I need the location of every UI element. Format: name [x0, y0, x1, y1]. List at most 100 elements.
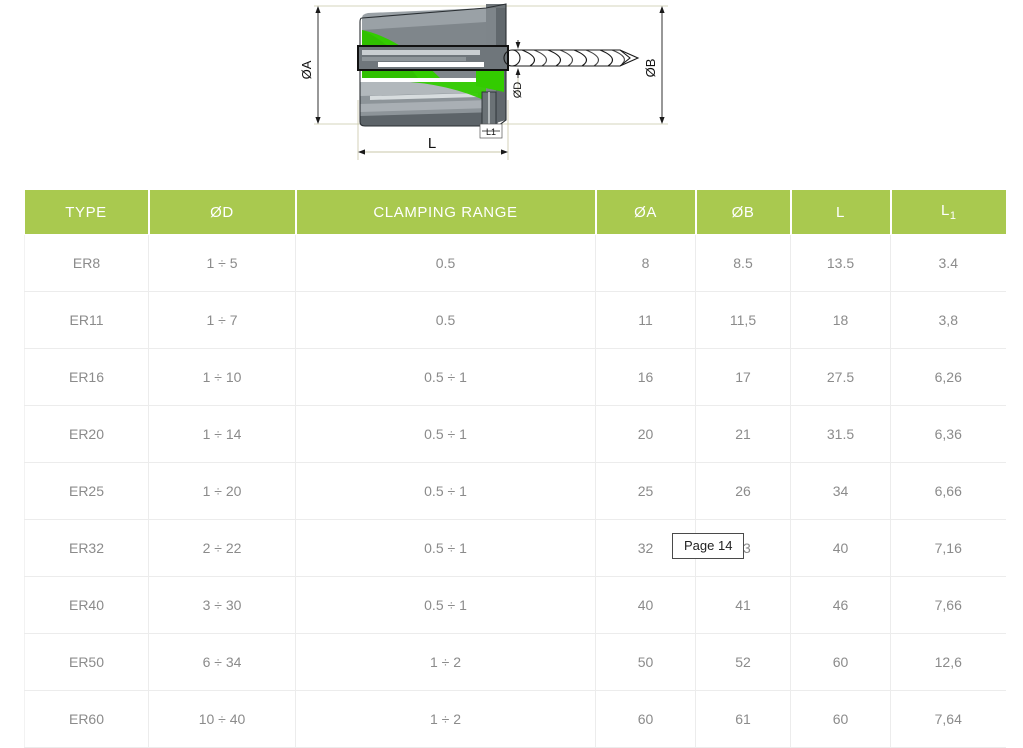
- collet-specification-table-container: TYPE ØD CLAMPING RANGE ØA ØB L L1 ER8 1 ÷…: [24, 190, 1006, 748]
- cell-length: 60: [790, 690, 891, 748]
- cell-diameter-b: 52: [695, 633, 791, 691]
- cell-diameter-a: 8: [595, 234, 696, 292]
- cell-type: ER20: [24, 405, 149, 463]
- cell-length-1: 7,64: [890, 690, 1006, 748]
- dimension-diameter-b: ØB: [643, 6, 665, 124]
- cell-diameter-d: 1 ÷ 14: [148, 405, 296, 463]
- cell-diameter-a: 25: [595, 462, 696, 520]
- cell-diameter-b: 21: [695, 405, 791, 463]
- cell-diameter-a: 11: [595, 291, 696, 349]
- cell-diameter-b: 61: [695, 690, 791, 748]
- cell-length-1: 6,26: [890, 348, 1006, 406]
- collet-specification-table: TYPE ØD CLAMPING RANGE ØA ØB L L1 ER8 1 ÷…: [24, 190, 1006, 748]
- cell-diameter-a: 16: [595, 348, 696, 406]
- cell-length: 18: [790, 291, 891, 349]
- cell-clamping-range: 0.5: [295, 291, 596, 349]
- cell-diameter-d: 2 ÷ 22: [148, 519, 296, 577]
- table-row[interactable]: ER8 1 ÷ 5 0.5 8 8.5 13.5 3.4: [24, 234, 1006, 292]
- cell-length: 60: [790, 633, 891, 691]
- cell-type: ER32: [24, 519, 149, 577]
- label-diameter-d: ØD: [512, 82, 524, 99]
- cell-diameter-b: 41: [695, 576, 791, 634]
- cell-diameter-b: 11,5: [695, 291, 791, 349]
- cell-length: 31.5: [790, 405, 891, 463]
- cell-diameter-d: 10 ÷ 40: [148, 690, 296, 748]
- cell-diameter-d: 1 ÷ 5: [148, 234, 296, 292]
- table-header: TYPE ØD CLAMPING RANGE ØA ØB L L1: [24, 190, 1006, 235]
- column-header-length-1[interactable]: L1: [890, 190, 1006, 235]
- cell-length-1: 3.4: [890, 234, 1006, 292]
- detail-l1-collar: [481, 91, 497, 127]
- table-row[interactable]: ER50 6 ÷ 34 1 ÷ 2 50 52 60 12,6: [24, 633, 1006, 691]
- cell-diameter-a: 60: [595, 690, 696, 748]
- cell-diameter-d: 1 ÷ 20: [148, 462, 296, 520]
- table-header-row: TYPE ØD CLAMPING RANGE ØA ØB L L1: [24, 190, 1006, 235]
- cell-length: 27.5: [790, 348, 891, 406]
- column-header-length[interactable]: L: [790, 190, 892, 235]
- cell-type: ER8: [24, 234, 149, 292]
- cell-diameter-a: 50: [595, 633, 696, 691]
- cell-diameter-b: 17: [695, 348, 791, 406]
- cell-type: ER40: [24, 576, 149, 634]
- cell-length: 46: [790, 576, 891, 634]
- twist-drill-bit: [503, 49, 640, 67]
- cell-type: ER16: [24, 348, 149, 406]
- cell-length-1: 6,36: [890, 405, 1006, 463]
- table-row[interactable]: ER40 3 ÷ 30 0.5 ÷ 1 40 41 46 7,66: [24, 576, 1006, 634]
- label-diameter-a: ØA: [299, 60, 314, 79]
- dimension-length: L: [358, 135, 508, 155]
- cell-diameter-b: 26: [695, 462, 791, 520]
- cell-clamping-range: 1 ÷ 2: [295, 633, 596, 691]
- cell-length-1: 7,16: [890, 519, 1006, 577]
- cell-length-1: 3,8: [890, 291, 1006, 349]
- cell-clamping-range: 0.5 ÷ 1: [295, 519, 596, 577]
- cell-diameter-d: 1 ÷ 10: [148, 348, 296, 406]
- cell-length: 40: [790, 519, 891, 577]
- cell-clamping-range: 1 ÷ 2: [295, 690, 596, 748]
- cell-diameter-d: 6 ÷ 34: [148, 633, 296, 691]
- cell-diameter-a: 20: [595, 405, 696, 463]
- column-header-diameter-d[interactable]: ØD: [148, 190, 297, 235]
- label-diameter-b: ØB: [643, 59, 658, 78]
- table-row[interactable]: ER11 1 ÷ 7 0.5 11 11,5 18 3,8: [24, 291, 1006, 349]
- cell-diameter-a: 40: [595, 576, 696, 634]
- table-body: ER8 1 ÷ 5 0.5 8 8.5 13.5 3.4 ER11 1 ÷ 7 0.5 11 11,5…: [24, 234, 1006, 748]
- cell-length-1: 12,6: [890, 633, 1006, 691]
- cell-length: 34: [790, 462, 891, 520]
- table-row[interactable]: ER25 1 ÷ 20 0.5 ÷ 1 25 26 34 6,66: [24, 462, 1006, 520]
- cell-clamping-range: 0.5: [295, 234, 596, 292]
- column-header-diameter-b[interactable]: ØB: [695, 190, 792, 235]
- column-header-length-1-base: L: [940, 202, 950, 219]
- cell-clamping-range: 0.5 ÷ 1: [295, 348, 596, 406]
- cell-diameter-d: 1 ÷ 7: [148, 291, 296, 349]
- table-row[interactable]: ER16 1 ÷ 10 0.5 ÷ 1 16 17 27.5 6,26: [24, 348, 1006, 406]
- dimension-diameter-a: ØA: [299, 6, 321, 124]
- cell-clamping-range: 0.5 ÷ 1: [295, 462, 596, 520]
- technical-drawing-area: ØA: [0, 0, 1023, 178]
- table-row[interactable]: ER60 10 ÷ 40 1 ÷ 2 60 61 60 7,64: [24, 690, 1006, 748]
- er-collet-diagram: ØA: [299, 3, 668, 160]
- cell-type: ER50: [24, 633, 149, 691]
- cell-type: ER25: [24, 462, 149, 520]
- column-header-clamping-range[interactable]: CLAMPING RANGE: [295, 190, 597, 235]
- cell-length-1: 6,66: [890, 462, 1006, 520]
- collet-bore: [357, 45, 509, 71]
- cell-clamping-range: 0.5 ÷ 1: [295, 576, 596, 634]
- cell-diameter-b: 8.5: [695, 234, 791, 292]
- column-header-diameter-a[interactable]: ØA: [595, 190, 697, 235]
- cell-length-1: 7,66: [890, 576, 1006, 634]
- column-header-length-1-sub: 1: [949, 210, 957, 222]
- dimension-diameter-d: ØD: [512, 40, 524, 98]
- cell-type: ER11: [24, 291, 149, 349]
- dimension-length-1: L1: [479, 123, 503, 139]
- cell-diameter-d: 3 ÷ 30: [148, 576, 296, 634]
- cell-length: 13.5: [790, 234, 891, 292]
- cell-clamping-range: 0.5 ÷ 1: [295, 405, 596, 463]
- table-row[interactable]: ER20 1 ÷ 14 0.5 ÷ 1 20 21 31.5 6,36: [24, 405, 1006, 463]
- column-header-type[interactable]: TYPE: [24, 190, 150, 235]
- cell-type: ER60: [24, 690, 149, 748]
- page-number-tooltip: Page 14: [672, 533, 745, 559]
- label-length: L: [428, 135, 436, 152]
- label-length-1: L1: [486, 127, 496, 137]
